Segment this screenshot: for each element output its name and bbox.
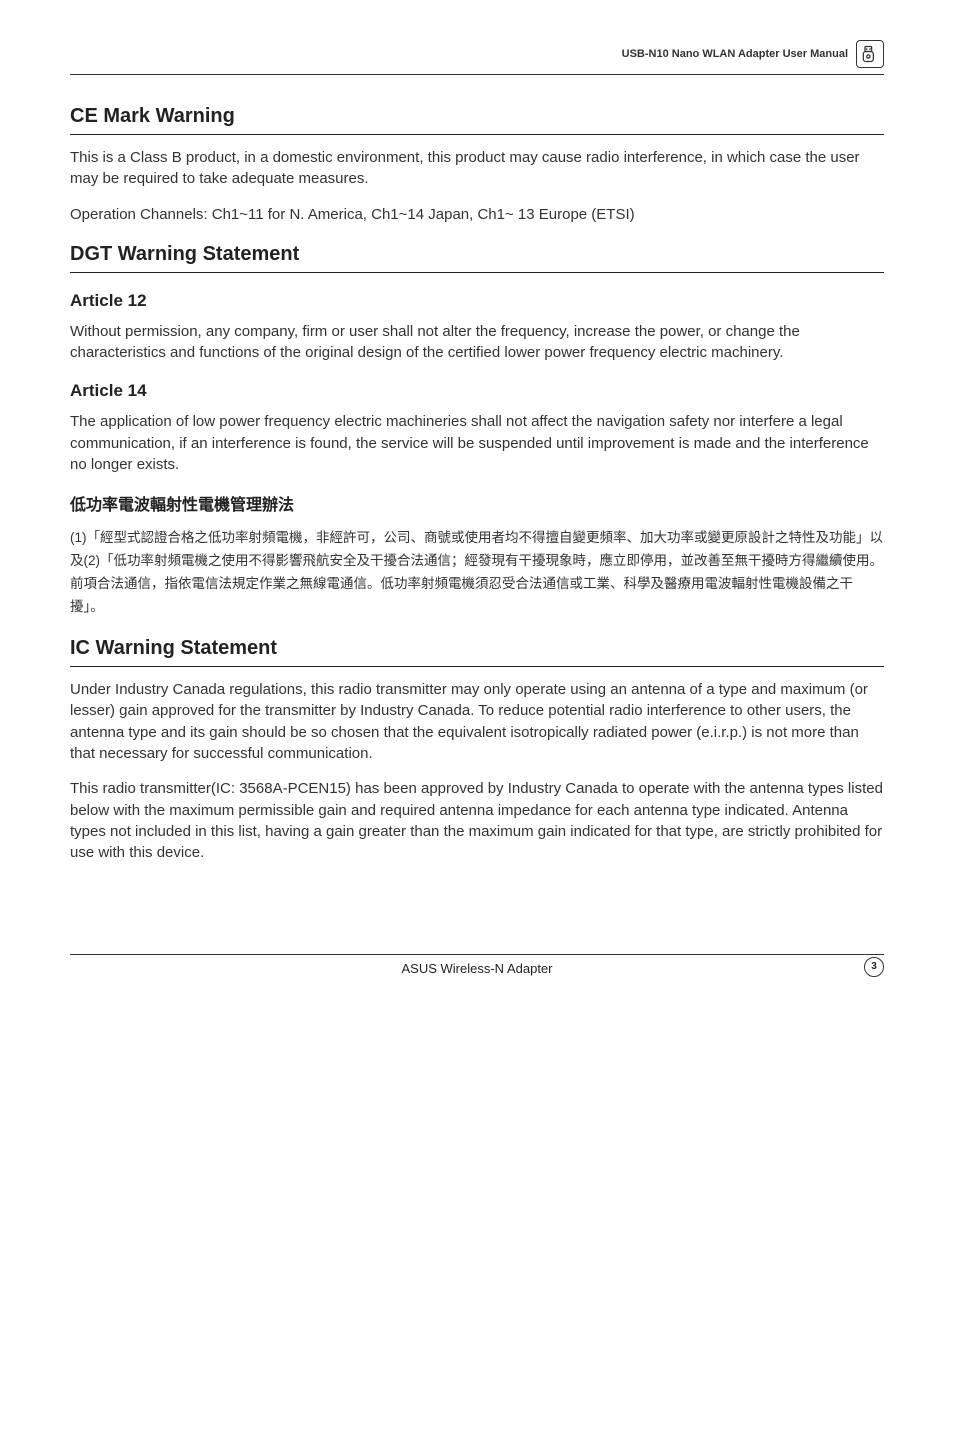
- page-header: USB-N10 Nano WLAN Adapter User Manual: [70, 40, 884, 75]
- page-number: 3: [864, 957, 884, 977]
- ce-paragraph-2: Operation Channels: Ch1~11 for N. Americ…: [70, 204, 884, 225]
- page-footer: ASUS Wireless-N Adapter 3: [70, 954, 884, 976]
- article-12-title: Article 12: [70, 291, 884, 311]
- header-product-text: USB-N10 Nano WLAN Adapter User Manual: [622, 48, 848, 60]
- ce-paragraph-1: This is a Class B product, in a domestic…: [70, 147, 884, 190]
- ce-mark-warning-title: CE Mark Warning: [70, 105, 884, 135]
- article-12-body: Without permission, any company, firm or…: [70, 321, 884, 364]
- ic-warning-title: IC Warning Statement: [70, 637, 884, 667]
- article-14-body: The application of low power frequency e…: [70, 411, 884, 475]
- article-14-title: Article 14: [70, 381, 884, 401]
- dgt-warning-title: DGT Warning Statement: [70, 243, 884, 273]
- footer-text: ASUS Wireless-N Adapter: [402, 961, 553, 976]
- ic-paragraph-1: Under Industry Canada regulations, this …: [70, 679, 884, 764]
- ic-paragraph-2: This radio transmitter(IC: 3568A-PCEN15)…: [70, 778, 884, 863]
- usb-adapter-icon: [856, 40, 884, 68]
- low-power-cjk-body: (1)「經型式認證合格之低功率射頻電機，非經許可，公司、商號或使用者均不得擅自變…: [70, 527, 884, 619]
- low-power-cjk-title: 低功率電波輻射性電機管理辦法: [70, 491, 884, 515]
